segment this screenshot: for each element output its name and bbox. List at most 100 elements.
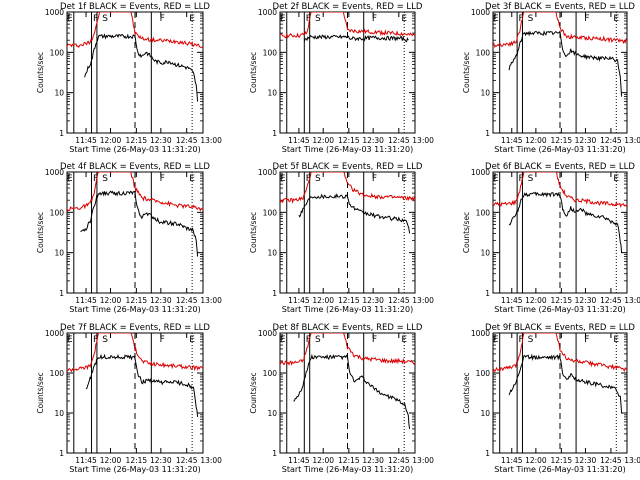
x-tick-label: 12:00 xyxy=(100,456,122,465)
y-tick-label: 1000 xyxy=(45,329,64,338)
series-lld-line xyxy=(493,172,627,208)
x-tick-label: 12:45 xyxy=(388,456,410,465)
marker-label: F xyxy=(93,14,98,24)
marker-label: E xyxy=(401,335,407,345)
series-events-line xyxy=(293,353,411,429)
y-tick-label: 10 xyxy=(480,89,490,98)
x-tick-label: 12:30 xyxy=(150,456,172,465)
marker-label: E xyxy=(280,14,286,24)
x-axis-label: Start Time (26-May-03 11:31:20) xyxy=(494,305,625,314)
x-axis-label: Start Time (26-May-03 11:31:20) xyxy=(282,465,413,474)
x-tick-label: 11:45 xyxy=(75,456,97,465)
chart-title: Det 4f BLACK = Events, RED = LLD xyxy=(60,162,210,172)
marker-label: E xyxy=(401,174,407,184)
chart-title: Det 5f BLACK = Events, RED = LLD xyxy=(273,162,423,172)
marker-label: S xyxy=(102,335,108,345)
y-axis-label: Counts/sec xyxy=(462,212,471,253)
marker-label: E xyxy=(189,14,195,24)
marker-label: E xyxy=(613,14,619,24)
y-tick-label: 100 xyxy=(476,48,491,57)
x-tick-label: 12:45 xyxy=(176,296,198,305)
series-events-line xyxy=(298,193,411,234)
x-axis-label: Start Time (26-May-03 11:31:20) xyxy=(69,305,200,314)
marker-label: S xyxy=(528,174,534,184)
y-tick-label: 10 xyxy=(54,249,64,258)
chart-title: Det 8f BLACK = Events, RED = LLD xyxy=(273,323,423,333)
x-tick-label: 12:00 xyxy=(525,456,547,465)
series-events-line xyxy=(303,34,409,43)
x-tick-label: 11:45 xyxy=(501,136,523,145)
y-tick-label: 1 xyxy=(485,449,490,458)
x-tick-label: 12:00 xyxy=(312,456,334,465)
x-tick-label: 11:45 xyxy=(288,296,310,305)
marker-label: E xyxy=(613,174,619,184)
chart-title: Det 3f BLACK = Events, RED = LLD xyxy=(485,2,635,12)
x-tick-label: 13:00 xyxy=(624,136,640,145)
marker-label: F xyxy=(93,335,98,345)
y-axis-label: Counts/sec xyxy=(249,52,258,93)
x-tick-label: 11:45 xyxy=(75,136,97,145)
marker-label: S xyxy=(315,174,321,184)
y-tick-label: 1000 xyxy=(471,8,490,17)
y-tick-label: 100 xyxy=(476,369,491,378)
x-tick-label: 12:30 xyxy=(362,296,384,305)
x-axis-label: Start Time (26-May-03 11:31:20) xyxy=(282,305,413,314)
marker-label: F xyxy=(372,335,377,345)
marker-label: E xyxy=(189,174,195,184)
y-tick-label: 100 xyxy=(476,208,491,217)
x-tick-label: 11:45 xyxy=(501,456,523,465)
x-tick-label: 12:30 xyxy=(362,136,384,145)
y-axis-label: Counts/sec xyxy=(36,372,45,413)
marker-label: F xyxy=(160,14,165,24)
marker-label: F xyxy=(584,335,589,345)
y-tick-label: 100 xyxy=(263,48,278,57)
series-events-line xyxy=(84,33,199,102)
x-tick-label: 12:45 xyxy=(600,456,622,465)
x-tick-label: 12:15 xyxy=(338,296,360,305)
x-tick-label: 12:15 xyxy=(126,456,148,465)
x-tick-label: 13:00 xyxy=(200,456,222,465)
marker-label: F xyxy=(372,174,377,184)
x-tick-label: 12:00 xyxy=(312,136,334,145)
marker-label: E xyxy=(493,335,499,345)
series-lld-line xyxy=(280,333,415,366)
x-axis-label: Start Time (26-May-03 11:31:20) xyxy=(69,145,200,154)
x-tick-label: 11:45 xyxy=(288,136,310,145)
marker-label: S xyxy=(315,14,321,24)
marker-label: F xyxy=(160,174,165,184)
marker-label: E xyxy=(67,14,73,24)
x-tick-label: 12:00 xyxy=(100,136,122,145)
x-tick-label: 12:45 xyxy=(176,456,198,465)
chart-title: Det 7f BLACK = Events, RED = LLD xyxy=(60,323,210,333)
y-tick-label: 100 xyxy=(263,208,278,217)
x-tick-label: 13:00 xyxy=(624,296,640,305)
x-tick-label: 13:00 xyxy=(200,136,222,145)
y-tick-label: 10 xyxy=(267,409,277,418)
marker-label: F xyxy=(160,335,165,345)
y-tick-label: 1 xyxy=(272,289,277,298)
marker-label: F xyxy=(584,14,589,24)
marker-label: F xyxy=(519,174,524,184)
series-lld-line xyxy=(67,12,203,49)
y-tick-label: 1 xyxy=(59,129,64,138)
y-axis-label: Counts/sec xyxy=(36,52,45,93)
y-tick-label: 1 xyxy=(59,289,64,298)
y-tick-label: 10 xyxy=(480,409,490,418)
y-tick-label: 1000 xyxy=(45,168,64,177)
chart-panel-8: Det 8f BLACK = Events, RED = LLD 1 10 100 10… xyxy=(249,323,434,474)
x-tick-label: 12:00 xyxy=(525,136,547,145)
series-lld-line xyxy=(67,172,203,212)
x-tick-label: 12:15 xyxy=(551,296,573,305)
y-tick-label: 1000 xyxy=(45,8,64,17)
series-lld-line xyxy=(493,333,627,373)
marker-label: E xyxy=(280,335,286,345)
chart-panel-6: Det 6f BLACK = Events, RED = LLD 1 10 100 10… xyxy=(462,162,640,314)
chart-title: Det 9f BLACK = Events, RED = LLD xyxy=(485,323,635,333)
x-tick-label: 12:00 xyxy=(525,296,547,305)
x-tick-label: 12:45 xyxy=(388,136,410,145)
x-tick-label: 11:45 xyxy=(501,296,523,305)
marker-label: S xyxy=(528,335,534,345)
x-tick-label: 13:00 xyxy=(200,296,222,305)
chart-title: Det 6f BLACK = Events, RED = LLD xyxy=(485,162,635,172)
